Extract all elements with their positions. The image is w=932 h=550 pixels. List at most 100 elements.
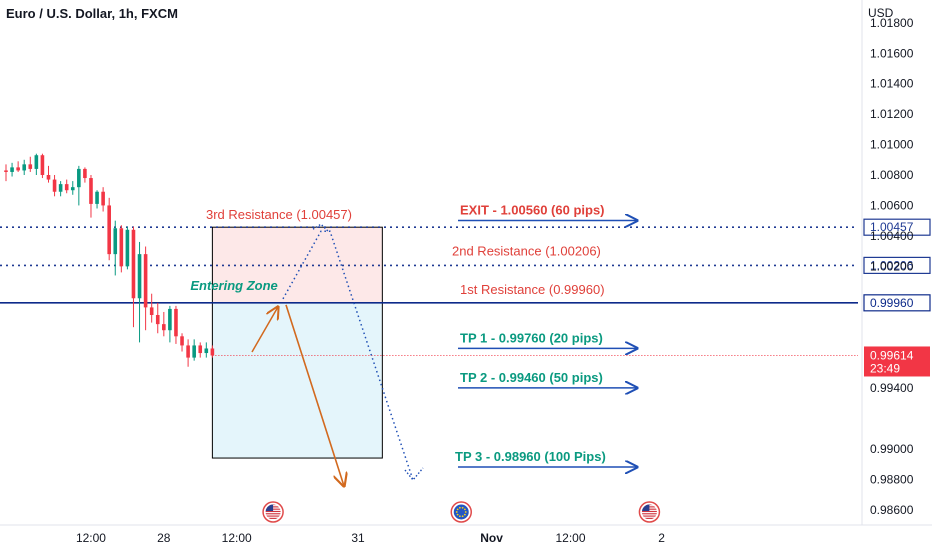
us-flag-icon[interactable] [262, 501, 284, 523]
candle-body [77, 168, 81, 188]
candle[interactable] [198, 342, 203, 358]
candle-body [155, 315, 160, 325]
x-tick-label: 12:00 [76, 531, 106, 545]
candle[interactable] [40, 153, 45, 179]
candle[interactable] [22, 159, 27, 175]
x-tick-label: 12:00 [555, 531, 585, 545]
entering-zone-label: Entering Zone [190, 278, 277, 293]
candle[interactable] [70, 181, 75, 195]
candle[interactable] [137, 241, 142, 343]
candle-body [210, 348, 215, 356]
y-tick-label: 1.01200 [870, 107, 914, 121]
resistance-axis-badge [863, 218, 931, 236]
y-tick-label: 0.98800 [870, 472, 914, 486]
orange-down-arrow[interactable] [285, 304, 344, 486]
candle[interactable] [162, 311, 166, 337]
candle-body [101, 191, 105, 206]
candle-body [34, 155, 39, 169]
eu-flag-icon[interactable] [450, 501, 472, 523]
target-label: TP 3 - 0.98960 (100 Pips) [455, 449, 606, 464]
candle[interactable] [149, 293, 154, 323]
candle[interactable] [192, 339, 196, 361]
y-tick-label: 0.99000 [870, 442, 914, 456]
target-label: TP 1 - 0.99760 (20 pips) [460, 330, 603, 345]
resistance-label: 2nd Resistance (1.00206) [452, 243, 601, 258]
candle[interactable] [155, 302, 160, 334]
candle[interactable] [28, 156, 33, 172]
symbol-title: Euro / U.S. Dollar, 1h, FXCM [6, 6, 178, 21]
candle-body [119, 228, 124, 267]
target-label: TP 2 - 0.99460 (50 pips) [460, 370, 603, 385]
entering-zone-box[interactable] [211, 226, 383, 459]
resistance-label: 1st Resistance (0.99960) [460, 282, 605, 297]
candle[interactable] [58, 181, 63, 197]
resistance-label: 3rd Resistance (1.00457) [206, 207, 352, 222]
candle[interactable] [131, 226, 136, 328]
candle[interactable] [174, 305, 178, 344]
candle[interactable] [101, 187, 105, 212]
candle[interactable] [125, 226, 130, 270]
candle[interactable] [34, 153, 39, 175]
candle[interactable] [52, 175, 57, 197]
y-tick-label: 0.98600 [870, 503, 914, 517]
candle[interactable] [168, 305, 172, 343]
candle[interactable] [10, 162, 14, 177]
candle[interactable] [107, 197, 111, 261]
candle[interactable] [113, 220, 118, 276]
x-tick-label: 2 [658, 531, 665, 545]
candle[interactable] [83, 167, 87, 183]
candle[interactable] [186, 339, 190, 367]
candle[interactable] [119, 225, 124, 273]
candle-body [125, 229, 130, 267]
candle-body [204, 348, 209, 354]
candle-body [131, 229, 136, 299]
candle-body [4, 170, 8, 172]
candle-body [162, 324, 166, 331]
candle[interactable] [89, 175, 93, 218]
candle-body [198, 345, 203, 354]
resistance-axis-label: 1.00457 [870, 220, 914, 234]
candle-body [107, 205, 111, 255]
candle[interactable] [64, 179, 69, 194]
zone-lower-fill [212, 302, 383, 459]
candle-body [46, 175, 51, 180]
candle[interactable] [95, 190, 99, 209]
resistance-axis-badge [863, 256, 931, 274]
candle-body [22, 164, 27, 171]
candle-body [83, 168, 87, 179]
candle[interactable] [46, 165, 51, 183]
us-flag-icon[interactable] [638, 501, 661, 523]
blue-dotted-path[interactable] [282, 230, 414, 481]
x-tick-label: Nov [480, 531, 503, 545]
candle-body [168, 308, 172, 331]
candle-body [52, 179, 57, 192]
candle[interactable] [77, 165, 81, 206]
y-tick-label: 1.00400 [870, 229, 914, 243]
candle-body [180, 336, 184, 346]
blue-dotted-arrowhead [404, 467, 424, 482]
candle[interactable] [204, 342, 209, 358]
candle[interactable] [210, 345, 215, 358]
candle-body [95, 191, 99, 204]
y-tick-label: 0.99400 [870, 381, 914, 395]
y-tick-label: 1.00200 [870, 259, 914, 273]
candle-body [186, 345, 190, 358]
x-tick-label: 12:00 [222, 531, 252, 545]
y-tick-label: 1.01000 [870, 138, 914, 152]
y-tick-label: 1.00600 [870, 198, 914, 212]
bar-countdown-label: 23:49 [870, 361, 900, 375]
candle-body [10, 167, 14, 172]
candle-body [58, 184, 63, 192]
y-tick-label: 1.01400 [870, 77, 914, 91]
candle[interactable] [16, 161, 20, 172]
orange-entry-arrow[interactable] [251, 307, 278, 353]
candle[interactable] [180, 333, 184, 352]
resistance-axis-label: 1.00206 [870, 258, 914, 272]
candle[interactable] [4, 164, 8, 182]
x-tick-label: 28 [157, 531, 171, 545]
currency-label: USD [868, 6, 894, 20]
resistance-axis-label: 0.99960 [870, 296, 914, 310]
candle-body [192, 345, 196, 358]
candle[interactable] [143, 246, 148, 331]
